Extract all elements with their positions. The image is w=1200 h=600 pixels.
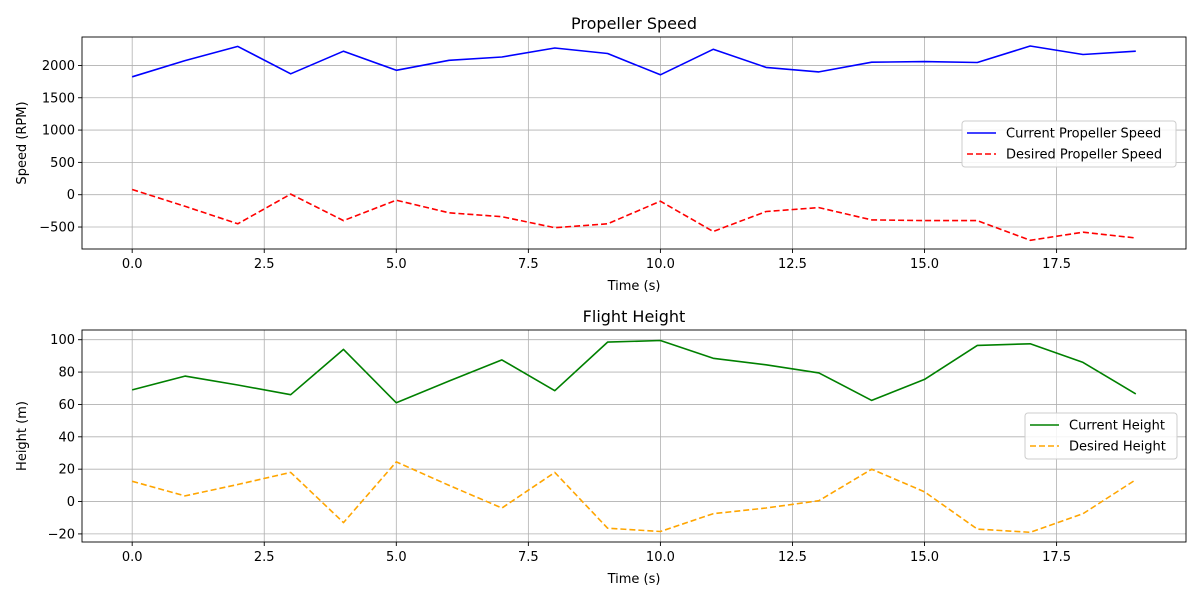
y-tick-label: 0 — [67, 495, 75, 510]
x-tick-label: 10.0 — [646, 257, 675, 272]
chart-title: Flight Height — [583, 307, 686, 326]
y-tick-label: −20 — [48, 527, 75, 542]
legend: Current Propeller Speed Desired Propeller… — [961, 120, 1177, 168]
plot-frame — [81, 329, 1187, 543]
series-line-2 — [131, 461, 1137, 534]
y-tick-label: 1000 — [42, 124, 75, 139]
plot-frame — [81, 36, 1187, 250]
y-tick-label: 60 — [58, 398, 75, 413]
legend-box — [961, 120, 1177, 168]
x-tick-label: 17.5 — [1042, 257, 1071, 272]
legend-label: Desired Height — [1069, 440, 1166, 455]
x-tick-label: 5.0 — [386, 550, 407, 565]
legend-label: Current Height — [1069, 419, 1165, 434]
legend-box — [1024, 412, 1178, 460]
y-tick-label: 0 — [67, 188, 75, 203]
x-axis-label: Time (s) — [607, 572, 661, 587]
x-tick-label: 2.5 — [254, 257, 275, 272]
x-tick-label: 12.5 — [778, 257, 807, 272]
x-tick-label: 7.5 — [518, 550, 539, 565]
y-tick-label: 500 — [50, 156, 75, 171]
legend-label: Desired Propeller Speed — [1006, 148, 1162, 163]
x-tick-label: 10.0 — [646, 550, 675, 565]
y-axis-label: Speed (RPM) — [15, 101, 30, 184]
x-tick-label: 15.0 — [910, 257, 939, 272]
x-tick-label: 2.5 — [254, 550, 275, 565]
y-tick-label: 1500 — [42, 91, 75, 106]
y-tick-label: 100 — [50, 333, 75, 348]
y-tick-label: 20 — [58, 463, 75, 478]
legend-label: Current Propeller Speed — [1006, 127, 1161, 142]
x-tick-label: 0.0 — [122, 550, 143, 565]
series-line-1 — [131, 45, 1136, 78]
y-tick-label: 2000 — [42, 59, 75, 74]
series-line-1 — [131, 339, 1137, 404]
x-tick-label: 0.0 — [122, 257, 143, 272]
y-tick-label: 40 — [58, 430, 75, 445]
x-tick-label: 15.0 — [910, 550, 939, 565]
x-tick-label: 12.5 — [778, 550, 807, 565]
chart-2: 0.0 2.5 5.0 7.5 10.0 12.5 15.0 17.5 −20 0 20 40 60 80… — [15, 307, 1187, 587]
x-tick-label: 17.5 — [1042, 550, 1071, 565]
x-axis-label: Time (s) — [607, 279, 661, 294]
y-tick-label: 80 — [58, 366, 75, 381]
x-tick-label: 7.5 — [518, 257, 539, 272]
legend: Current Height Desired Height — [1024, 412, 1178, 460]
x-tick-label: 5.0 — [386, 257, 407, 272]
y-axis-label: Height (m) — [15, 401, 30, 471]
series-line-2 — [131, 188, 1136, 242]
chart-1: 0.0 2.5 5.0 7.5 10.0 12.5 15.0 17.5 −500 0 500 1000… — [15, 14, 1187, 294]
chart-title: Propeller Speed — [571, 14, 697, 33]
y-tick-label: −500 — [39, 221, 75, 236]
